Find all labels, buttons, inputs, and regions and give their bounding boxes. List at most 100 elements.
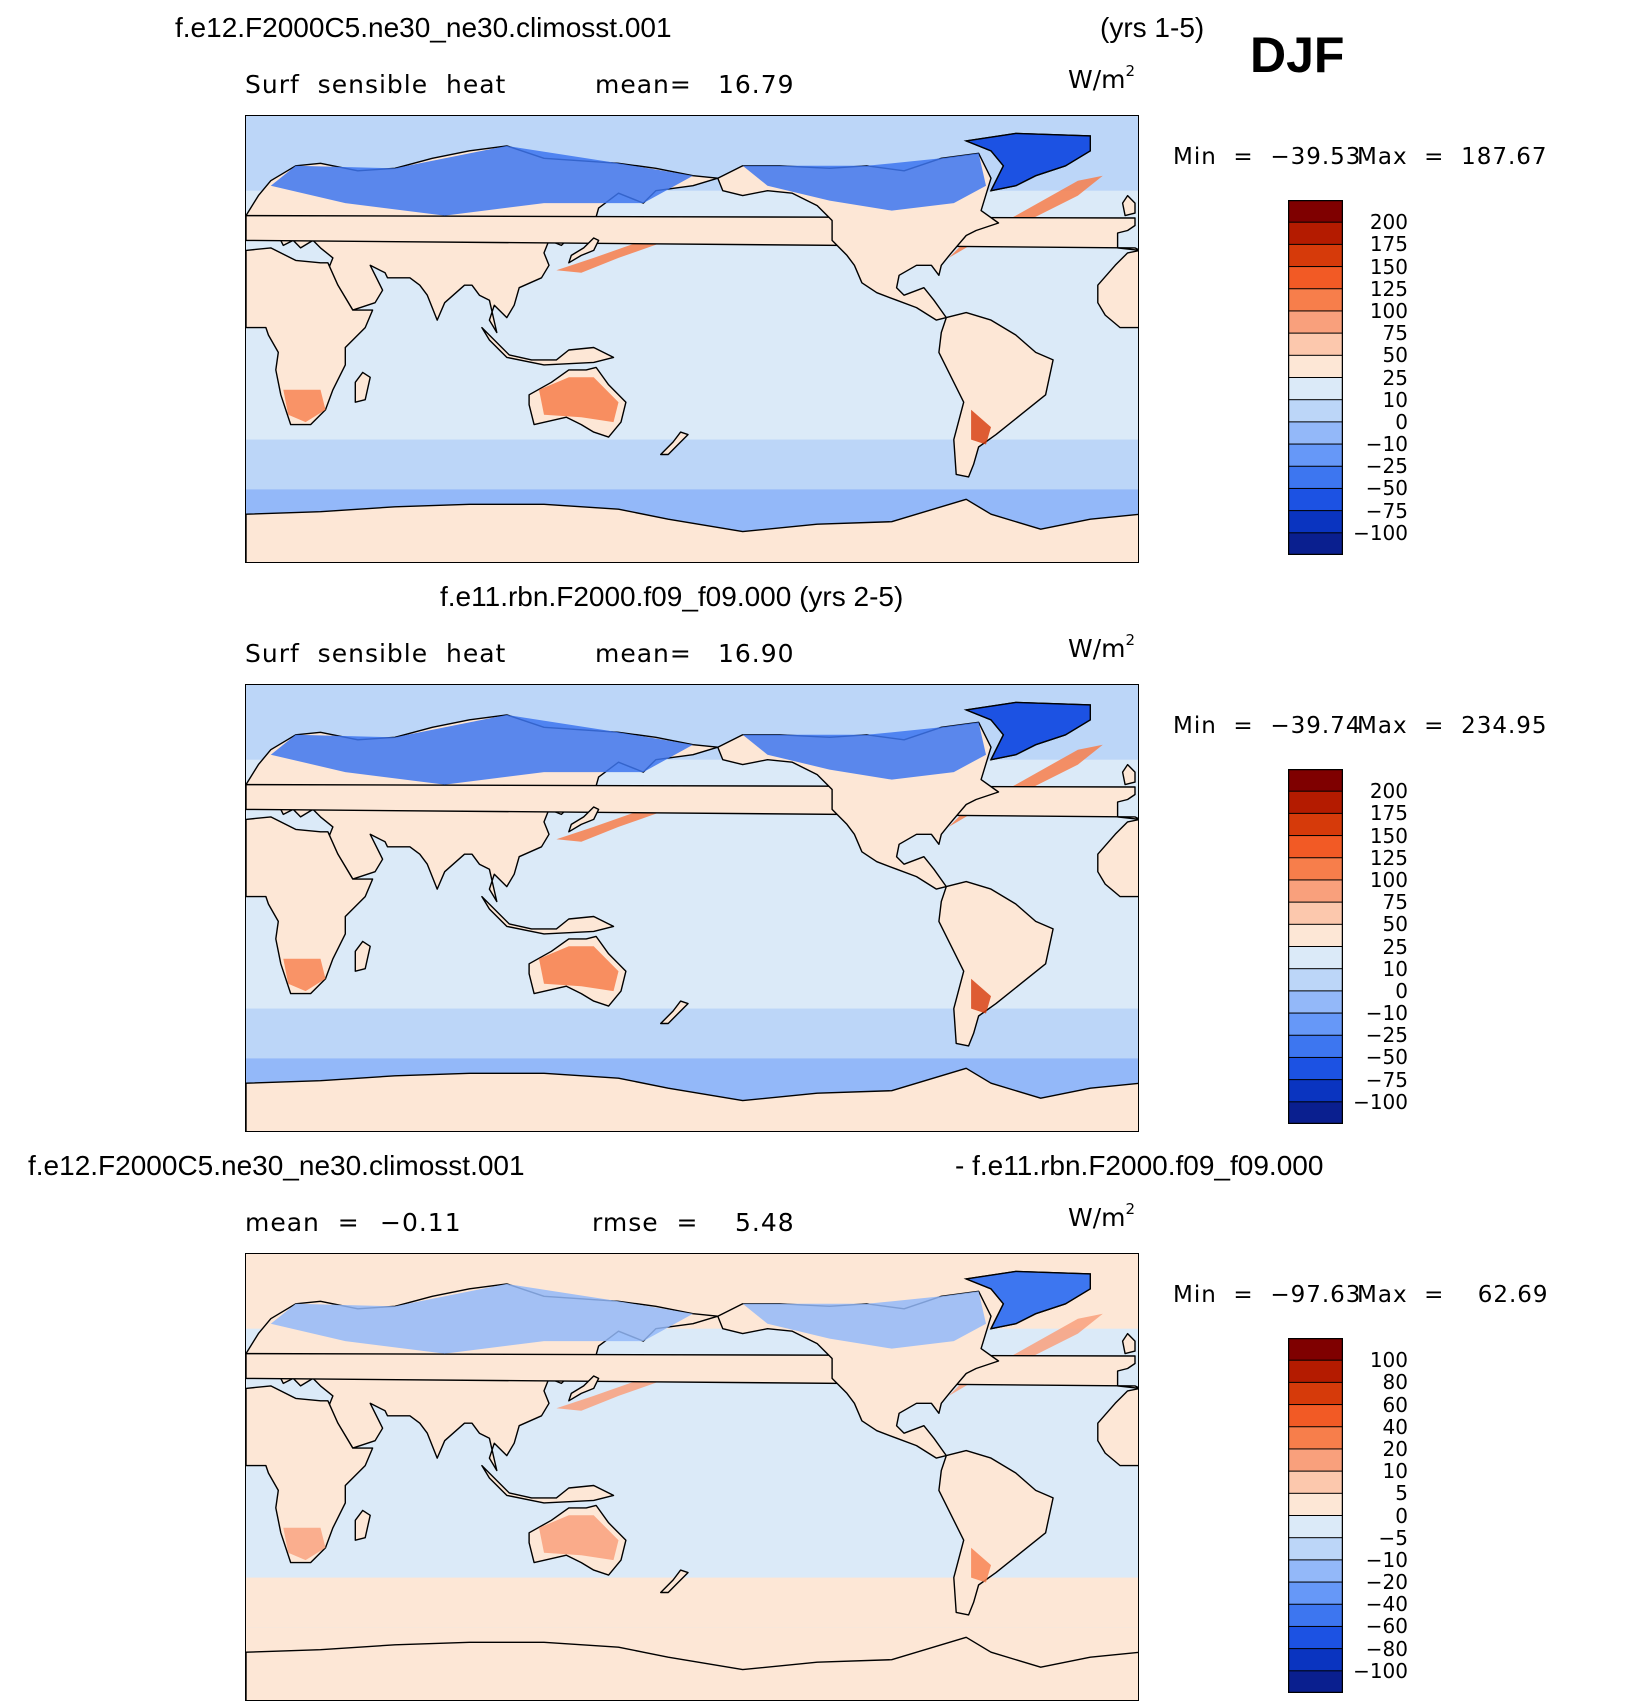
panel3-max: Max = 62.69 [1357, 1282, 1549, 1308]
colorbar-level-label: 175 [1369, 232, 1408, 257]
land-uk [1121, 763, 1136, 786]
colorbar-swatch [1288, 1448, 1343, 1472]
colorbar-swatch [1288, 243, 1343, 268]
land-indonesia [481, 1464, 615, 1504]
panel2-map [245, 684, 1139, 1132]
colorbar-level-label: −100 [1353, 1658, 1408, 1683]
canada-cold-region [742, 1291, 986, 1349]
colorbar-level-label: −20 [1365, 1570, 1408, 1595]
land-madagascar [354, 940, 371, 972]
colorbar-level-label: −40 [1365, 1592, 1408, 1617]
land-africa [246, 816, 374, 995]
colorbar-swatch [1288, 1101, 1343, 1124]
panel1-stat-value: 16.79 [718, 70, 795, 99]
colorbar-swatch [1288, 879, 1343, 903]
colorbar-swatch [1288, 1559, 1343, 1583]
colorbar-swatch [1288, 1338, 1343, 1361]
colorbar-swatch [1288, 1359, 1343, 1384]
diff-title-left: f.e12.F2000C5.ne30_ne30.climosst.001 [28, 1150, 525, 1181]
panel2-colorbar [1288, 769, 1343, 1124]
land-japan [568, 1375, 600, 1402]
colorbar-swatch [1288, 901, 1343, 926]
panel3-map [245, 1253, 1139, 1701]
land-indonesia [481, 326, 615, 366]
panel2-colorbar-labels: 200 175 150 125 100 75 50 25 10 0 −10 −25 −50 −75 −100 [1352, 769, 1408, 1124]
colorbar-level-label: −80 [1365, 1636, 1408, 1661]
panel3-units: W/m2 [1068, 1200, 1136, 1232]
colorbar-level-label: 10 [1382, 1459, 1408, 1484]
argentina-warm-region [971, 409, 991, 445]
colorbar-level-label: 100 [1369, 298, 1408, 323]
panel3-min: Min = −97.63 [1173, 1282, 1362, 1308]
colorbar-swatch [1288, 1381, 1343, 1406]
colorbar-level-label: −25 [1365, 454, 1408, 479]
land-antarctica [246, 1067, 1138, 1131]
greenland-cold-region [963, 132, 1091, 192]
panel1-max: Max = 187.67 [1357, 144, 1548, 170]
colorbar-swatch [1288, 443, 1343, 468]
case1-title: f.e12.F2000C5.ne30_ne30.climosst.001 [175, 12, 672, 43]
southern-ocean-band [246, 1577, 1138, 1628]
colorbar-swatch [1288, 1056, 1343, 1081]
colorbar-level-label: −60 [1365, 1614, 1408, 1639]
colorbar-swatch [1288, 487, 1343, 512]
colorbar-level-label: −100 [1353, 1089, 1408, 1114]
colorbar-level-label: 175 [1369, 801, 1408, 826]
colorbar-swatch [1288, 332, 1343, 357]
argentina-warm-region [971, 1547, 991, 1583]
colorbar-swatch [1288, 769, 1343, 792]
colorbar-swatch [1288, 354, 1343, 379]
colorbar-level-label: 150 [1369, 254, 1408, 279]
colorbar-frame [1288, 200, 1343, 555]
colorbar-level-label: 75 [1382, 321, 1408, 346]
colorbar-level-label: −10 [1365, 432, 1408, 457]
colorbar-level-label: 60 [1382, 1392, 1408, 1417]
colorbar-swatch [1288, 1581, 1343, 1606]
panel1-colorbar-labels: 200 175 150 125 100 75 50 25 10 0 −10 −25 −50 −75 −100 [1352, 200, 1408, 555]
panel1-colorbar [1288, 200, 1343, 555]
colorbar-level-label: 10 [1382, 387, 1408, 412]
colorbar-swatch [1288, 1034, 1343, 1059]
colorbar-swatch [1288, 221, 1343, 246]
land-southAmerica [938, 1449, 1054, 1616]
panel1-stat-label: mean= [595, 70, 692, 99]
panel3-stat2-value: 5.48 [735, 1208, 795, 1237]
colorbar-swatch [1288, 1492, 1343, 1517]
colorbar-level-label: 150 [1369, 823, 1408, 848]
panel2-max: Max = 234.95 [1357, 713, 1548, 739]
colorbar-swatch [1288, 1012, 1343, 1037]
colorbar-swatch [1288, 377, 1343, 401]
case2-title: f.e11.rbn.F2000.f09_f09.000 (yrs 2-5) [440, 581, 904, 612]
colorbar-level-label: 100 [1369, 867, 1408, 892]
south-africa-warm-region [283, 958, 326, 992]
colorbar-level-label: 80 [1382, 1370, 1408, 1395]
australia-warm-region [539, 377, 619, 423]
south-africa-warm-region [283, 389, 326, 423]
colorbar-level-label: −100 [1353, 520, 1408, 545]
australia-warm-region [539, 1515, 619, 1561]
land-madagascar [354, 371, 371, 403]
colorbar-swatch [1288, 812, 1343, 837]
colorbar-swatch [1288, 1625, 1343, 1650]
panel3-stat2-label: rmse = [592, 1208, 699, 1237]
canada-cold-region [742, 153, 986, 211]
colorbar-level-label: 200 [1369, 210, 1408, 235]
argentina-warm-region [971, 978, 991, 1014]
panel2-stat-label: mean= [595, 639, 692, 668]
colorbar-level-label: 0 [1395, 978, 1408, 1003]
land-newzealand [660, 1000, 689, 1025]
colorbar-swatch [1288, 790, 1343, 815]
colorbar-frame [1288, 769, 1343, 1124]
south-africa-warm-region [283, 1527, 326, 1561]
panel2-stat-value: 16.90 [718, 639, 795, 668]
colorbar-level-label: −10 [1365, 1001, 1408, 1026]
colorbar-swatch [1288, 288, 1343, 312]
colorbar-level-label: 75 [1382, 890, 1408, 915]
colorbar-swatch [1288, 465, 1343, 490]
colorbar-swatch [1288, 1648, 1343, 1672]
panel2-min: Min = −39.74 [1173, 713, 1362, 739]
colorbar-level-label: 5 [1395, 1481, 1408, 1506]
land-africa [246, 1385, 374, 1564]
panel1-variable: Surf sensible heat [245, 70, 507, 99]
australia-warm-region [539, 946, 619, 992]
